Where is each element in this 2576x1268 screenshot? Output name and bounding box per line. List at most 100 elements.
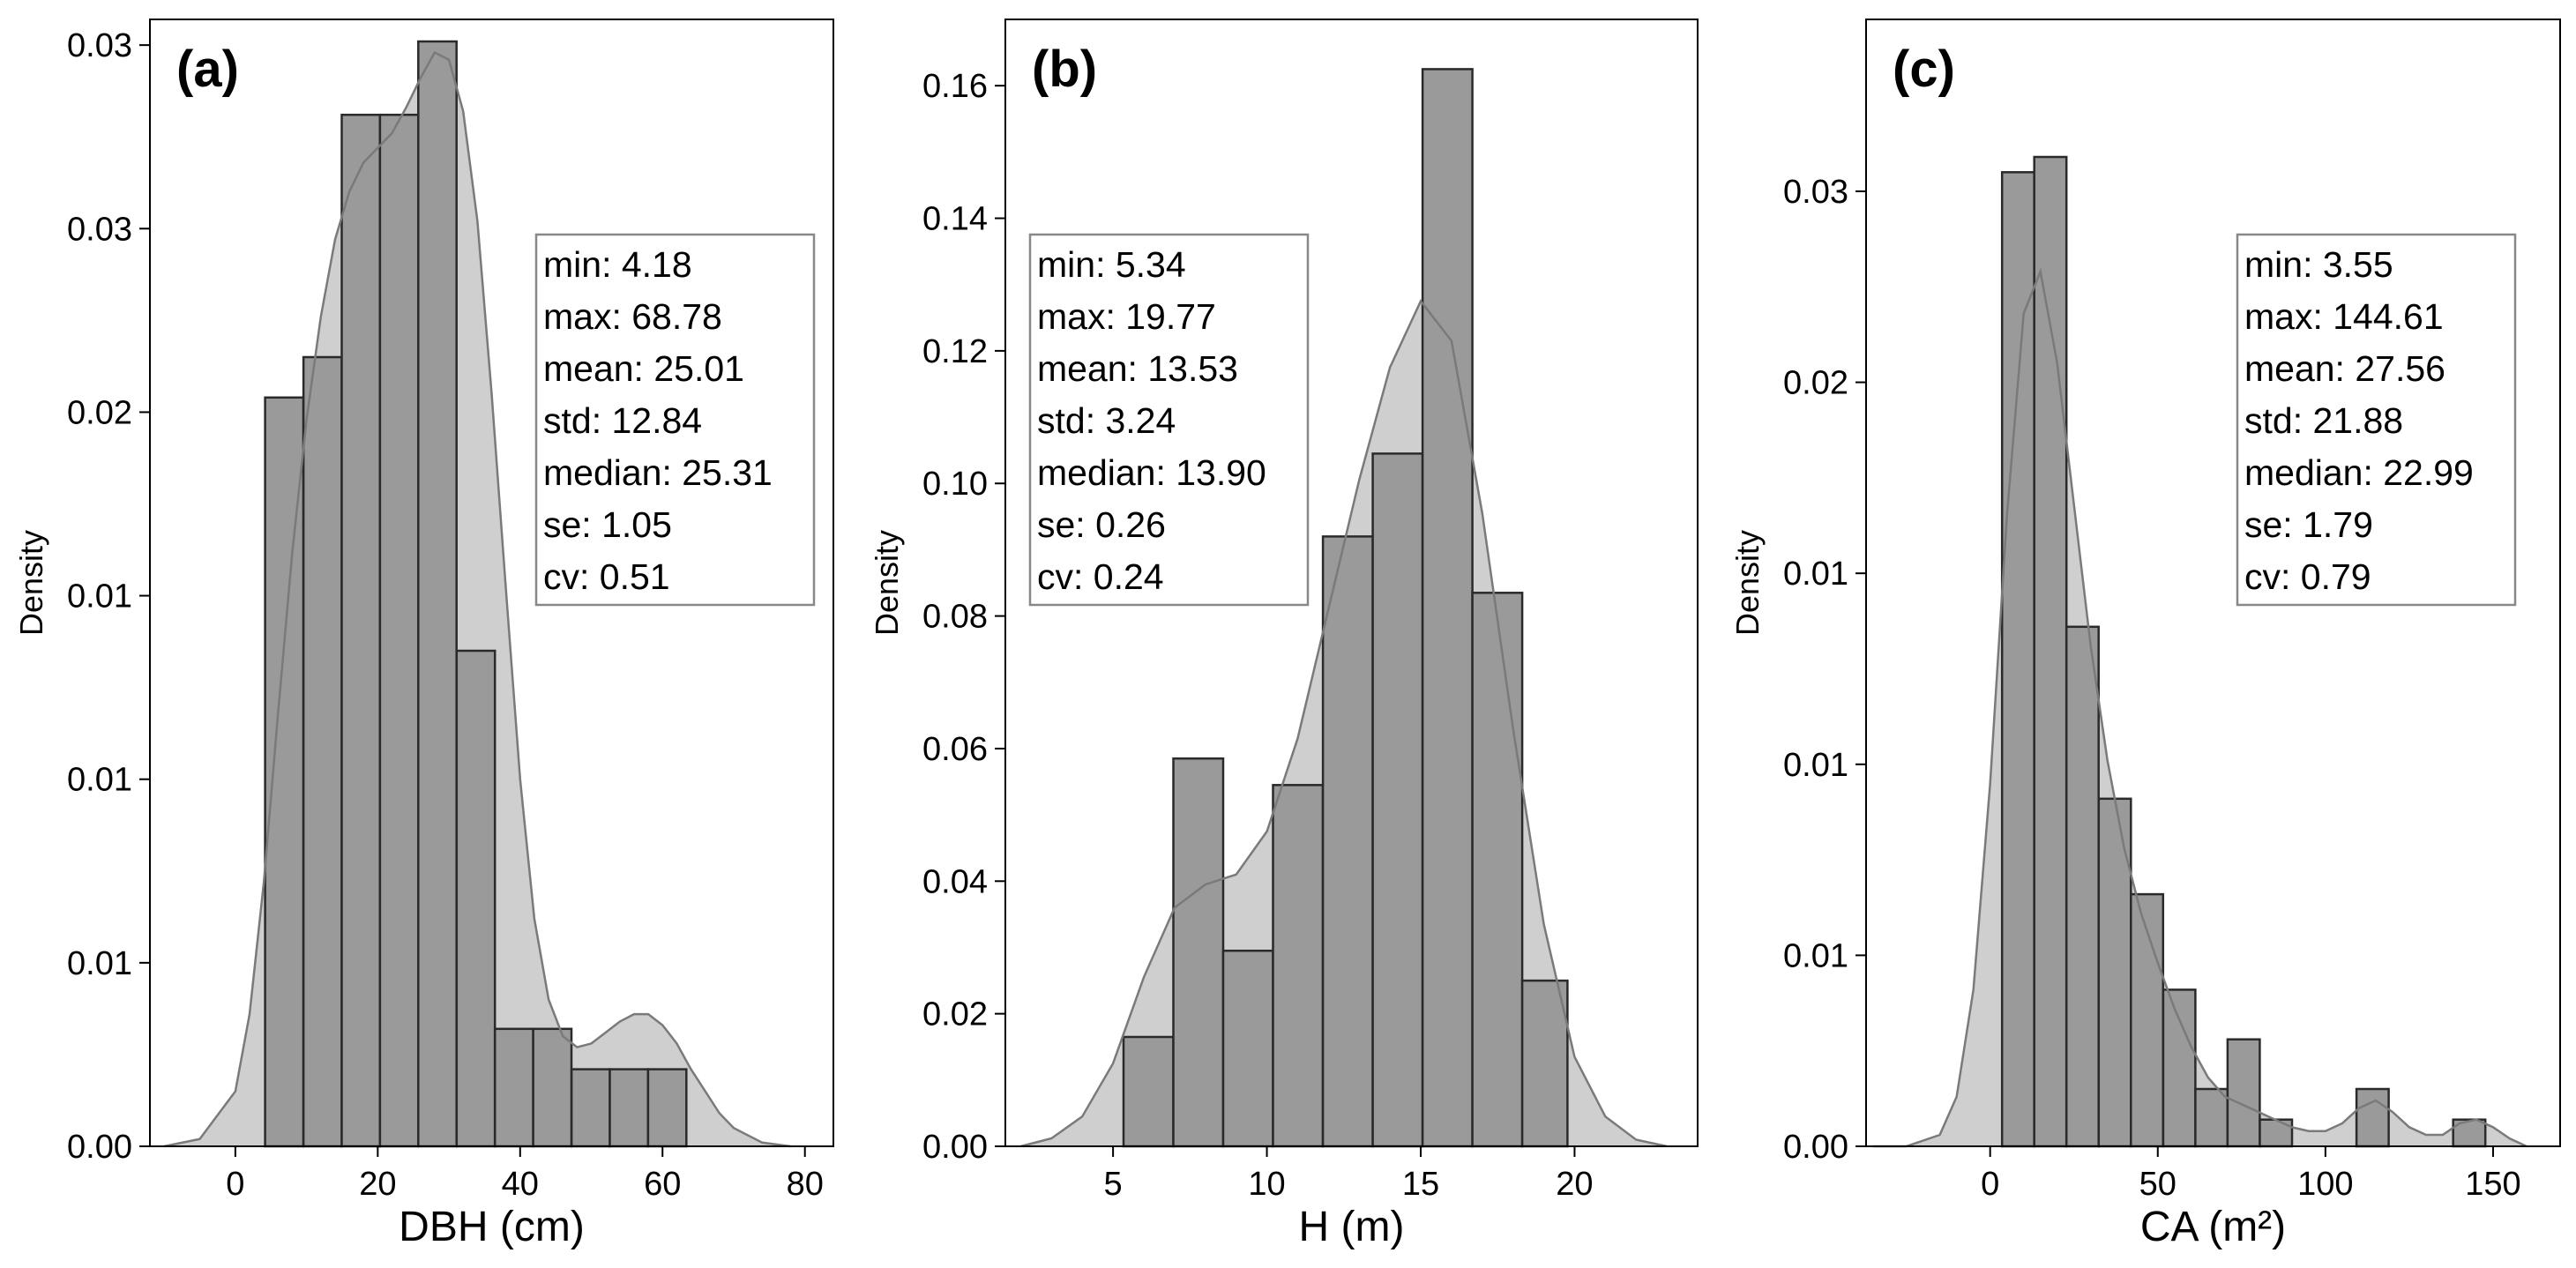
- panel-c-stat-line: median: 22.99: [2244, 452, 2474, 493]
- panel-a-y-tick-label: 0.03: [67, 27, 132, 64]
- panel-c-x-tick-label: 0: [1981, 1166, 1999, 1203]
- panel-a-y-tick-label: 0.01: [67, 945, 132, 982]
- panel-c-bar: [2355, 1087, 2390, 1148]
- panel-b-y-tick-label: 0.14: [922, 201, 988, 238]
- panel-a-stat-line: mean: 25.01: [543, 348, 744, 389]
- panel-a-bar: [609, 1068, 650, 1148]
- panel-b-y-tick-label: 0.04: [922, 863, 988, 900]
- panel-b-stat-line: std: 3.24: [1037, 400, 1176, 441]
- panel-b-axes-frame: [1004, 19, 1699, 1147]
- panel-a-bar: [570, 1068, 611, 1148]
- panel-a-bar: [417, 40, 458, 1148]
- panel-c-stats-box: [2236, 233, 2517, 607]
- panel-a-bar: [455, 649, 497, 1148]
- panel-a-axes-frame: [149, 19, 834, 1147]
- panel-a-stat-line: std: 12.84: [543, 400, 702, 441]
- panel-a-y-tick-label: 0.00: [67, 1129, 132, 1166]
- panel-a: 0 20 40 60 80 0.00 0.01 0.01 0.01 0.02 0.03 0.03 DBH…: [13, 19, 834, 1250]
- panel-c-y-tick-label: 0.03: [1783, 174, 1848, 211]
- panel-b-bar: [1520, 979, 1569, 1148]
- panel-a-x-tick-label: 0: [226, 1166, 244, 1203]
- panel-c-label: (c): [1893, 41, 1955, 98]
- panel-a-stat-line: max: 68.78: [543, 296, 722, 337]
- panel-a-stat-line: median: 25.31: [543, 452, 773, 493]
- panel-c-y-tick-label: 0.02: [1783, 365, 1848, 402]
- panel-b-stat-line: cv: 0.24: [1037, 556, 1164, 597]
- panel-c-bar: [2162, 988, 2197, 1148]
- panel-c-bar: [2097, 797, 2132, 1148]
- panel-b-y-axis-label: Density: [869, 530, 905, 636]
- panel-b-bar: [1221, 949, 1274, 1148]
- panel-a-bar: [340, 113, 382, 1148]
- panel-a-bar: [302, 355, 343, 1148]
- panel-a-bar: [532, 1027, 573, 1148]
- panel-c-y-tick-label: 0.01: [1783, 556, 1848, 593]
- panel-a-x-axis-label: DBH (cm): [399, 1204, 585, 1250]
- panel-c-x-axis-label: CA (m²): [2140, 1204, 2286, 1250]
- panel-b-bar: [1471, 592, 1524, 1148]
- panel-b-stat-line: mean: 13.53: [1037, 348, 1238, 389]
- panel-b-y-tick-label: 0.10: [922, 466, 988, 503]
- panel-c-stat-line: std: 21.88: [2244, 400, 2403, 441]
- panel-b-y-tick-label: 0.06: [922, 731, 988, 768]
- panel-b-bar: [1321, 535, 1374, 1148]
- panel-c-y-tick-label: 0.01: [1783, 937, 1848, 974]
- panel-b-y-tick-label: 0.00: [922, 1129, 988, 1166]
- panel-c-stat-line: mean: 27.56: [2244, 348, 2445, 389]
- panel-b-bar: [1371, 452, 1424, 1148]
- panel-c-axes-frame: [1865, 19, 2561, 1147]
- panel-b-x-tick-label: 20: [1556, 1166, 1593, 1203]
- panel-a-y-tick-label: 0.02: [67, 394, 132, 431]
- panel-b-stat-line: se: 0.26: [1037, 504, 1166, 545]
- panel-b-x-tick-label: 10: [1248, 1166, 1285, 1203]
- panel-c-bar: [2065, 625, 2100, 1148]
- panel-c-x-tick-label: 150: [2465, 1166, 2520, 1203]
- panel-c-bar: [2226, 1038, 2261, 1148]
- panel-b-stat-line: median: 13.90: [1037, 452, 1266, 493]
- panel-a-bar: [646, 1068, 688, 1148]
- panel-b-x-tick-label: 15: [1402, 1166, 1439, 1203]
- panel-c-bar: [2194, 1087, 2229, 1148]
- panel-b-bar: [1172, 757, 1225, 1148]
- panel-c-y-axis-label: Density: [1729, 530, 1766, 636]
- panel-c-x-tick-label: 50: [2139, 1166, 2177, 1203]
- panel-a-y-tick-label: 0.01: [67, 762, 132, 799]
- panel-a-kde-line: [163, 50, 791, 1148]
- panel-b: 5 10 15 20 0.00 0.02 0.04 0.06 0.08 0.10 0.12 0.14 0…: [869, 19, 1699, 1250]
- panel-a-x-tick-label: 40: [502, 1166, 539, 1203]
- panel-a-label: (a): [176, 41, 239, 98]
- panel-a-y-axis-label: Density: [13, 530, 49, 636]
- panel-a-x-tick-label: 20: [359, 1166, 396, 1203]
- panel-a-stat-line: cv: 0.51: [543, 556, 670, 597]
- panel-c-stat-line: min: 3.55: [2244, 244, 2393, 285]
- panel-b-y-tick-label: 0.08: [922, 599, 988, 636]
- panel-c-stat-line: se: 1.79: [2244, 504, 2373, 545]
- panel-b-bar: [1122, 1035, 1175, 1148]
- panel-c-y-tick-label: 0.00: [1783, 1129, 1848, 1166]
- panel-a-bar: [493, 1027, 534, 1148]
- panel-b-label: (b): [1032, 41, 1097, 98]
- panel-a-stat-line: min: 4.18: [543, 244, 692, 285]
- panel-a-x-tick-label: 60: [644, 1166, 681, 1203]
- panel-b-stat-line: max: 19.77: [1037, 296, 1216, 337]
- panel-b-kde-line: [1020, 299, 1668, 1148]
- panel-b-bar: [1272, 784, 1325, 1148]
- panel-c-bar: [2033, 155, 2068, 1148]
- panel-b-y-tick-label: 0.16: [922, 68, 988, 105]
- panel-c-x-tick-label: 100: [2297, 1166, 2353, 1203]
- panel-a-y-tick-label: 0.01: [67, 578, 132, 615]
- panel-a-x-tick-label: 80: [787, 1166, 824, 1203]
- panel-c: 0 50 100 150 0.00 0.01 0.01 0.01 0.02 0.03 CA (m²)…: [1729, 19, 2561, 1250]
- panel-b-x-tick-label: 5: [1104, 1166, 1123, 1203]
- panel-c-bar: [2000, 171, 2035, 1148]
- panel-b-x-axis-label: H (m): [1299, 1204, 1405, 1250]
- panel-a-bar: [378, 113, 420, 1148]
- panel-b-stat-line: min: 5.34: [1037, 244, 1186, 285]
- panel-b-bar: [1421, 68, 1474, 1148]
- panel-a-stat-line: se: 1.05: [543, 504, 672, 545]
- panel-c-stat-line: cv: 0.79: [2244, 556, 2371, 597]
- panel-c-bar: [2259, 1118, 2294, 1148]
- panel-a-stats-box: [534, 233, 816, 607]
- panel-b-y-tick-label: 0.02: [922, 996, 988, 1033]
